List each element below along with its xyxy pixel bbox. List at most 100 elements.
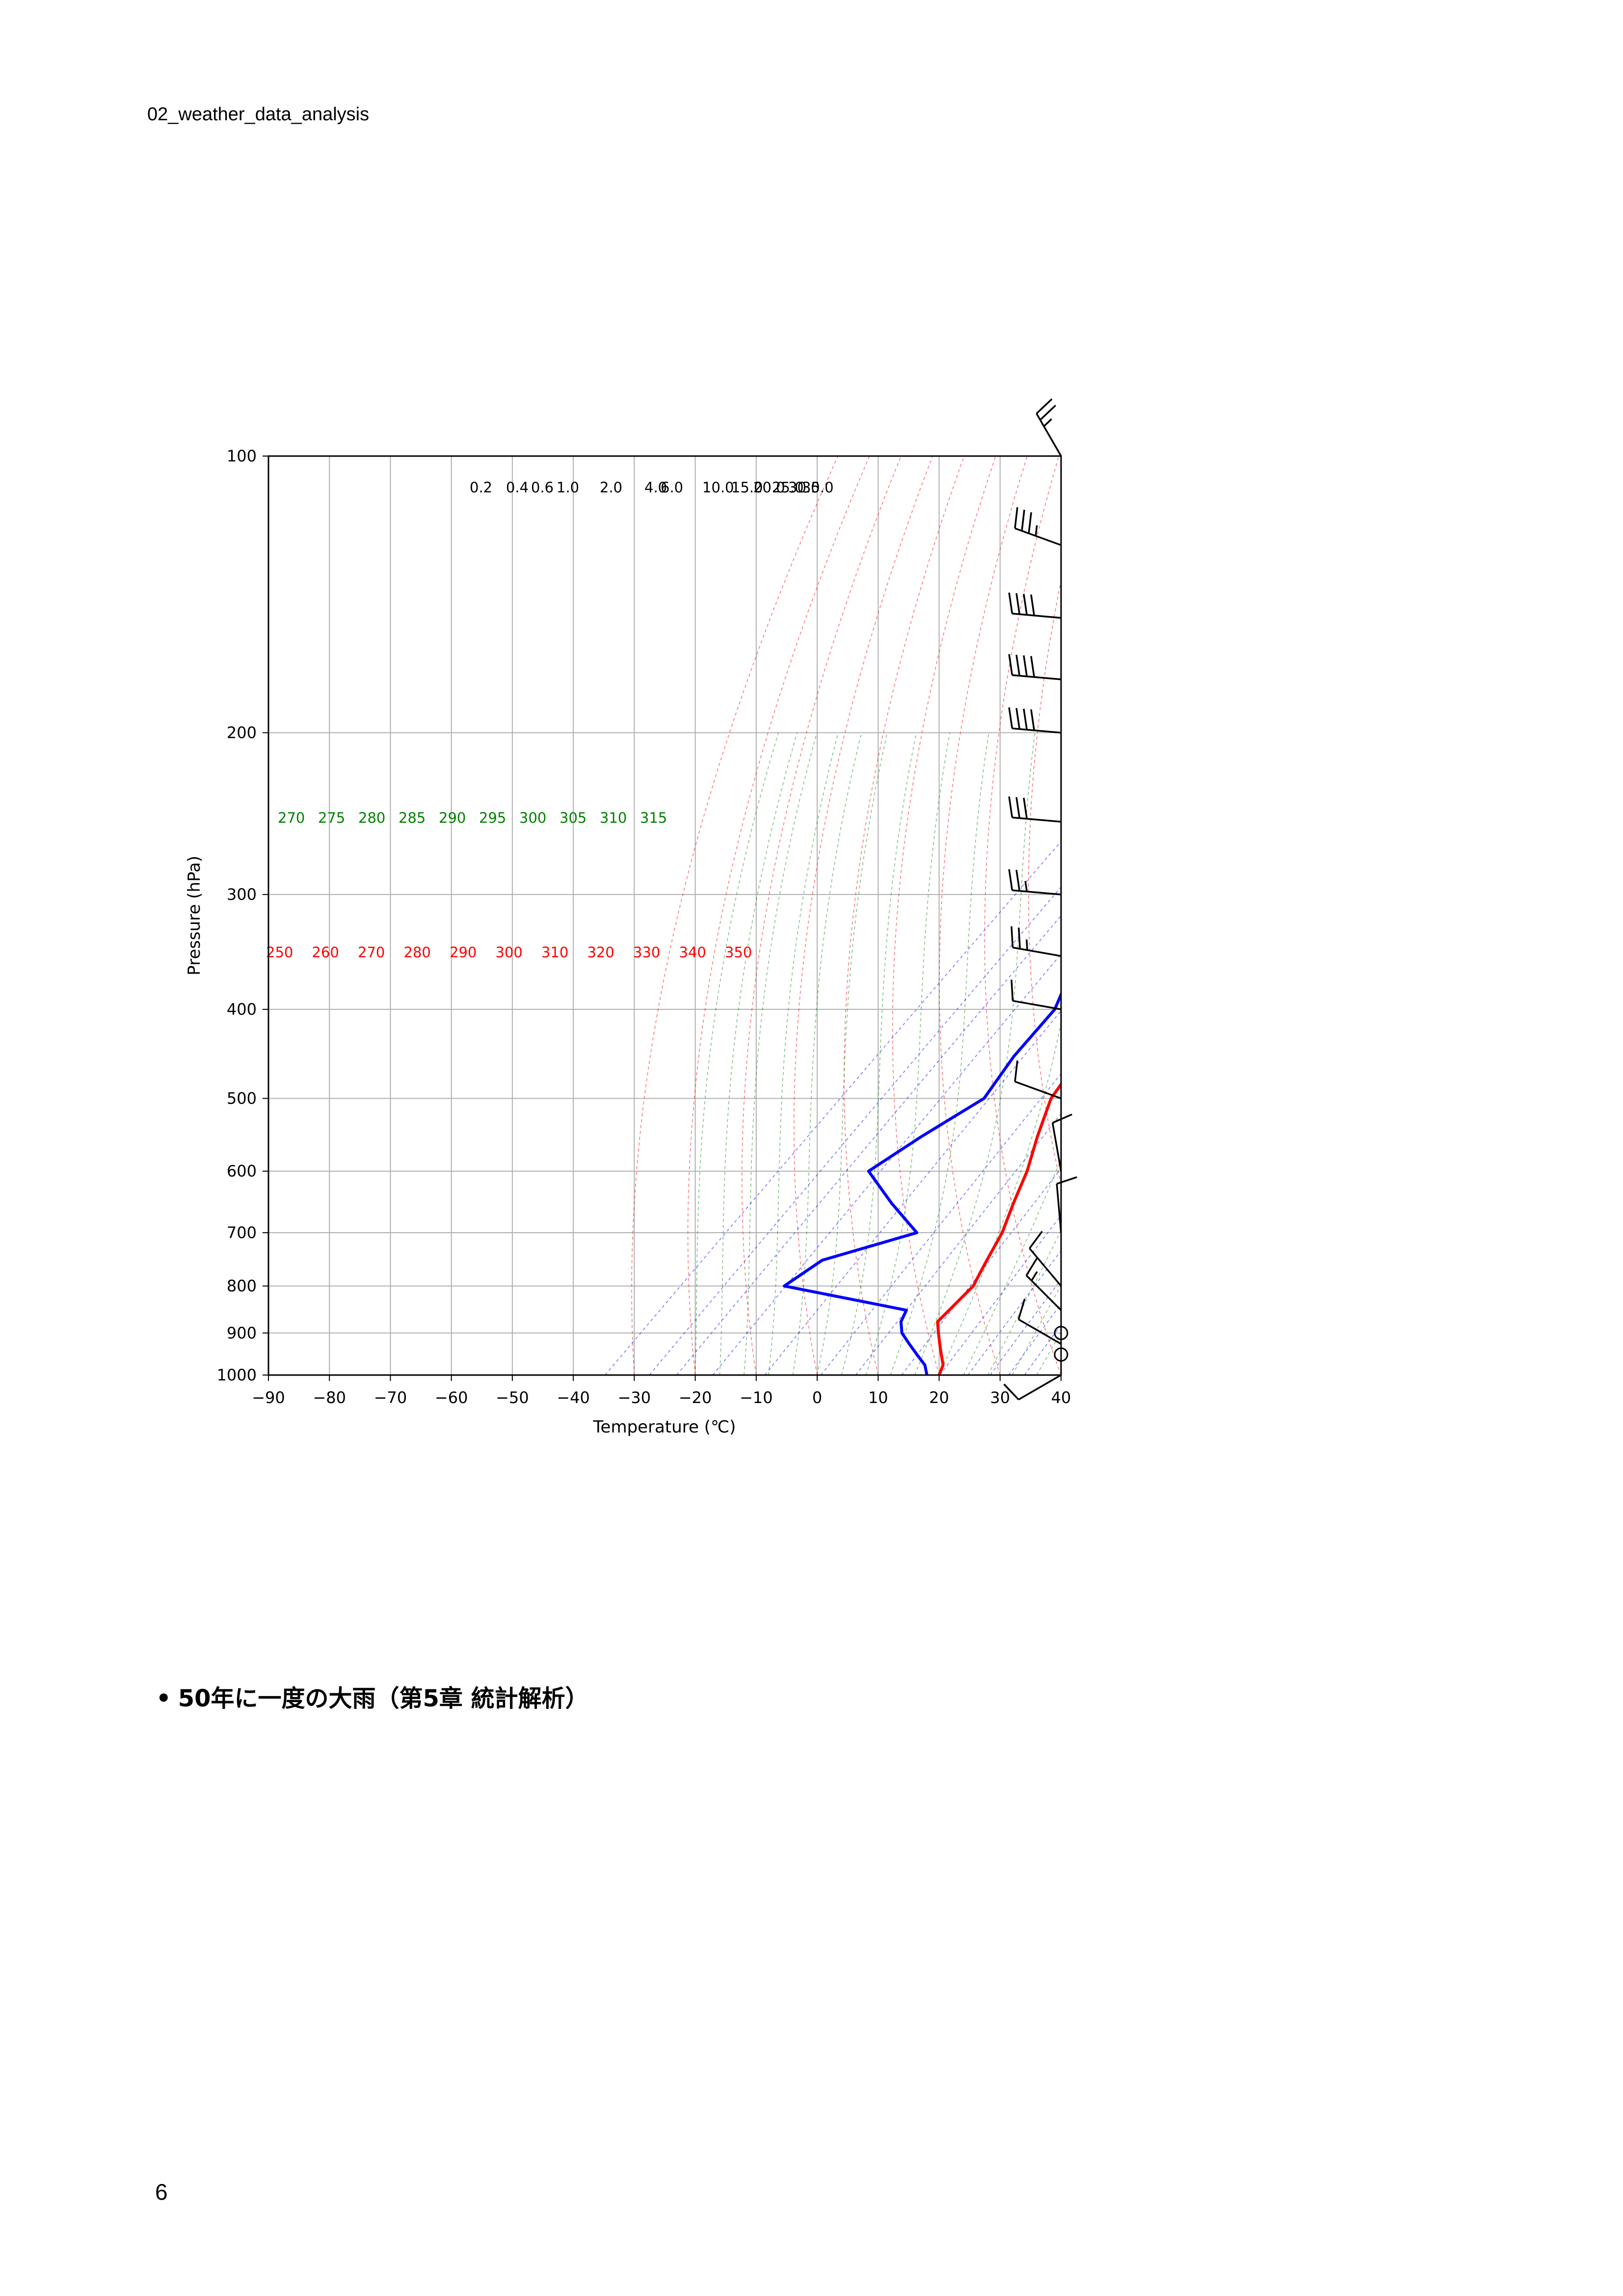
mixing-ratio-line <box>855 1113 1061 1375</box>
moist-adiabat-label: 300 <box>519 810 546 826</box>
wind-barb-shaft <box>1012 889 1062 895</box>
wind-barb-flag <box>1039 405 1057 421</box>
dry-adiabat <box>1191 456 1366 1375</box>
mixing-ratio-label: 0.2 <box>470 479 492 496</box>
wind-barb-shaft <box>1012 674 1062 680</box>
x-tick-label: −20 <box>679 1388 712 1407</box>
y-tick-label: 600 <box>227 1162 257 1181</box>
dry-adiabat <box>1266 456 1488 1375</box>
mixing-ratio-label: 1.0 <box>557 479 579 496</box>
x-tick-label: 0 <box>812 1388 822 1407</box>
mixing-ratio-label: 30.0 <box>788 479 820 496</box>
wind-barb-flag <box>1011 979 1014 1001</box>
wind-barb-flag <box>1023 594 1028 615</box>
mixing-ratio-line <box>939 1215 1061 1375</box>
mixing-ratio-line <box>1024 1324 1061 1375</box>
moist-adiabat <box>963 1158 1061 1375</box>
wind-barb-shaft <box>1056 1184 1062 1233</box>
dry-adiabat <box>1532 456 1623 1375</box>
moist-adiabat <box>914 732 1036 1375</box>
section-heading: • 50年に一度の大雨（第5章 統計解析） <box>156 1679 589 1713</box>
dry-adiabat-label: 330 <box>633 944 660 961</box>
wind-barb-flag <box>1017 927 1021 949</box>
wind-barb-flag <box>1008 654 1013 675</box>
wind-barb-flag <box>1015 708 1021 729</box>
y-tick-label: 1000 <box>217 1366 257 1384</box>
wind-barb-flag <box>1011 926 1014 948</box>
dry-adiabat-label: 280 <box>404 944 431 961</box>
wind-barb-shaft <box>1012 999 1062 1010</box>
moist-adiabat <box>694 732 779 1375</box>
wind-barb-half-flag <box>1043 418 1052 427</box>
mixing-ratio-label: 0.6 <box>531 479 554 496</box>
y-tick-label: 100 <box>227 447 257 465</box>
dry-adiabat <box>741 456 902 1375</box>
mixing-ratio-line <box>676 915 1061 1375</box>
moist-adiabat <box>1011 1284 1061 1375</box>
calm-wind-circle <box>1054 1325 1068 1340</box>
moist-adiabat <box>768 732 839 1375</box>
dry-adiabat <box>1501 456 1623 1375</box>
moist-adiabat-label: 295 <box>479 810 506 826</box>
moist-adiabat <box>744 732 818 1375</box>
dry-adiabat <box>631 456 838 1375</box>
mixing-ratio-line <box>1008 1303 1061 1375</box>
wind-barb-flag <box>1015 797 1021 818</box>
y-tick-label: 300 <box>227 885 257 904</box>
moist-adiabat <box>817 732 888 1375</box>
wind-barb-shaft <box>1029 1247 1062 1287</box>
line-labels: 250 260 270 280 290 300 310 320 330 340 350 270 275 2… <box>266 479 834 961</box>
dry-adiabat <box>1229 456 1427 1375</box>
wind-barb-half-flag <box>1031 1271 1038 1281</box>
dry-adiabat <box>1405 456 1623 1375</box>
wind-barb-shaft <box>1012 613 1062 619</box>
wind-barb-flag <box>1030 656 1035 677</box>
wind-barb-shaft <box>1051 1122 1062 1172</box>
dry-adiabat <box>844 456 965 1375</box>
page-header: 02_weather_data_analysis <box>147 104 370 125</box>
x-tick-label: −50 <box>496 1388 529 1407</box>
dry-adiabat <box>1071 456 1183 1375</box>
mixing-ratio-line <box>712 953 1061 1375</box>
moist-adiabat-label: 285 <box>399 810 426 826</box>
mixing-ratio-label: 4.0 <box>644 479 667 496</box>
mixing-ratio-label: 20.0 <box>753 479 785 496</box>
wind-barb-flag <box>1056 1176 1077 1185</box>
wind-barb-flag <box>1028 512 1032 534</box>
calm-wind-circle <box>1054 1347 1068 1362</box>
wind-barb-shaft <box>1018 1319 1062 1345</box>
mixing-ratio-line <box>989 1278 1061 1375</box>
x-tick-label: −30 <box>618 1388 651 1407</box>
dry-adiabat <box>1437 456 1623 1375</box>
dry-adiabat <box>687 456 870 1375</box>
bullet-point: • <box>156 1685 171 1712</box>
wind-barb-shaft <box>1012 728 1062 734</box>
dry-adiabat-label: 340 <box>679 944 706 961</box>
wind-barb-shaft <box>1036 413 1062 457</box>
wind-barbs <box>1003 398 1077 1401</box>
y-tick-label: 400 <box>227 1000 257 1019</box>
mixing-ratio-label: 15.0 <box>731 479 763 496</box>
page-number: 6 <box>155 2179 168 2205</box>
dry-adiabat-label: 250 <box>266 944 293 961</box>
mixing-ratio-label: 2.0 <box>600 479 622 496</box>
mixing-ratio-label: 6.0 <box>661 479 683 496</box>
mixing-ratio-line <box>649 886 1061 1375</box>
mixing-ratio-label: 25.0 <box>772 479 804 496</box>
wind-barb-flag <box>1014 507 1018 529</box>
dry-adiabat-label: 300 <box>496 944 523 961</box>
sounding-profiles <box>783 991 1061 1375</box>
dry-adiabat <box>1112 456 1244 1375</box>
wind-barb-flag <box>1023 708 1028 730</box>
dry-adiabat <box>892 456 996 1375</box>
moist-adiabat <box>938 1020 1061 1375</box>
x-tick-label: −60 <box>435 1388 468 1407</box>
wind-barb-flag <box>1008 796 1013 818</box>
dry-adiabat-label: 270 <box>358 944 385 961</box>
moist-adiabat-label: 275 <box>318 810 345 826</box>
wind-barb-flag <box>1017 1298 1026 1320</box>
moist-adiabat <box>792 732 862 1375</box>
moist-adiabat-label: 280 <box>358 810 385 826</box>
moist-adiabat <box>1061 733 1433 1376</box>
